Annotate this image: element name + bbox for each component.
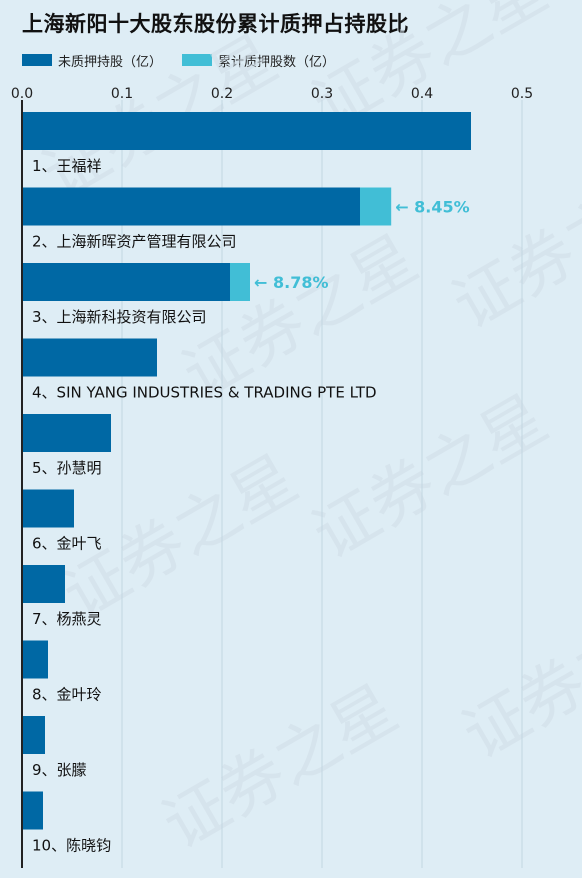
x-tick-label: 0.0: [11, 86, 33, 102]
bars-layer: [23, 112, 471, 830]
bar-unpledged: [23, 791, 43, 830]
legend-swatch-unpledged: [22, 54, 52, 66]
bar-unpledged: [23, 187, 360, 226]
watermark-text: 证券之星: [451, 582, 582, 774]
x-tick-label: 0.4: [411, 86, 433, 102]
category-label: 3、上海新科投资有限公司: [32, 308, 207, 326]
watermark-text: 证券之星: [441, 152, 582, 344]
bar-unpledged: [23, 565, 65, 603]
bar-unpledged: [23, 640, 48, 679]
x-tick-label: 0.2: [211, 86, 233, 102]
category-label: 6、金叶飞: [32, 535, 102, 553]
bar-unpledged: [23, 414, 111, 452]
legend-swatch-pledged: [182, 54, 212, 66]
legend-item-pledged: 累计质押股数（亿）: [182, 52, 336, 70]
category-label: 10、陈晓钧: [32, 837, 111, 855]
bar-unpledged: [23, 112, 471, 150]
grid-layer: 0.0 0.1 0.2 0.3 0.4 0.5: [11, 86, 533, 868]
x-tick-label: 0.5: [511, 86, 533, 102]
category-label: 8、金叶玲: [32, 686, 102, 704]
category-label: 9、张朦: [32, 761, 87, 779]
category-label: 2、上海新晖资产管理有限公司: [32, 233, 237, 251]
bar-unpledged: [23, 338, 157, 377]
watermark-text: 证券之星: [301, 382, 560, 574]
category-label: 1、王福祥: [32, 157, 102, 175]
bar-unpledged: [23, 489, 74, 528]
x-tick-label: 0.3: [311, 86, 333, 102]
bar-unpledged: [23, 263, 230, 301]
bar-pledged: [360, 187, 392, 226]
category-label: 7、杨燕灵: [32, 610, 102, 628]
legend-item-unpledged: 未质押持股（亿）: [22, 52, 163, 70]
watermark-text: 证券之星: [151, 672, 410, 864]
legend-label-unpledged: 未质押持股（亿）: [58, 54, 163, 70]
x-tick-label: 0.1: [111, 86, 133, 102]
chart-title: 上海新阳十大股东股份累计质押占持股比: [22, 12, 409, 36]
category-label: 4、SIN YANG INDUSTRIES & TRADING PTE LTD: [32, 384, 377, 402]
bar-pledged: [230, 263, 250, 301]
legend-label-pledged: 累计质押股数（亿）: [218, 54, 336, 70]
labels-layer: 1、王福祥 2、上海新晖资产管理有限公司 3、上海新科投资有限公司 4、SIN YAN…: [32, 157, 470, 855]
pledge-ratio-annotation: ← 8.78%: [254, 273, 328, 292]
pledge-ratio-annotation: ← 8.45%: [395, 198, 469, 217]
category-label: 5、孙慧明: [32, 459, 102, 477]
bar-unpledged: [23, 716, 45, 754]
